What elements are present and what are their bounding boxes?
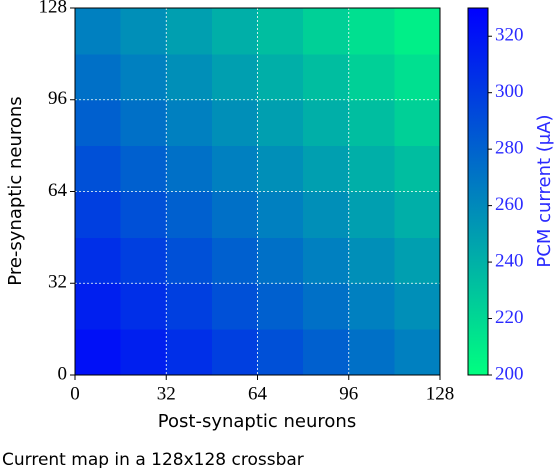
heatmap-cell xyxy=(75,283,122,330)
heatmap-cell xyxy=(166,99,213,147)
heatmap-cell xyxy=(166,145,213,192)
heatmap-cell xyxy=(75,99,122,147)
heatmap-cell xyxy=(303,191,350,238)
x-tick-label: 0 xyxy=(70,383,80,404)
y-tick-label: 96 xyxy=(48,88,67,109)
heatmap-cell xyxy=(348,237,395,284)
heatmap-cell xyxy=(75,145,122,192)
heatmap-cell xyxy=(303,145,350,192)
heatmap-cell xyxy=(303,99,350,147)
heatmap-cell xyxy=(348,191,395,238)
heatmap-cell xyxy=(75,329,122,376)
heatmap-cell xyxy=(303,237,350,284)
heatmap-cell xyxy=(166,191,213,238)
heatmap-cell xyxy=(257,191,304,238)
heatmap-cell xyxy=(120,8,167,55)
heatmap-cell xyxy=(257,99,304,147)
heatmap-cell xyxy=(211,145,258,192)
heatmap-cell xyxy=(211,329,258,376)
colorbar-tick-label: 300 xyxy=(495,81,524,102)
heatmap-cell xyxy=(394,283,441,330)
y-tick-label: 64 xyxy=(48,180,68,201)
heatmap-cell xyxy=(120,145,167,192)
heatmap-cell xyxy=(166,53,213,101)
x-tick-label: 32 xyxy=(157,383,176,404)
heatmap-cell xyxy=(75,8,122,55)
heatmap-cell xyxy=(348,8,395,55)
heatmap-cell xyxy=(348,329,395,376)
heatmap-cell xyxy=(348,145,395,192)
colorbar-tick-label: 280 xyxy=(495,138,524,159)
y-tick-label: 0 xyxy=(58,363,68,384)
heatmap-cell xyxy=(211,8,258,55)
y-axis-label: Pre-synaptic neurons xyxy=(5,96,26,285)
colorbar-tick-label: 200 xyxy=(495,363,524,384)
heatmap-cell xyxy=(348,99,395,147)
heatmap-cell xyxy=(394,237,441,284)
caption: Current map in a 128x128 crossbar xyxy=(2,450,304,468)
heatmap-cell xyxy=(166,329,213,376)
y-tick-label: 32 xyxy=(48,272,67,293)
colorbar-tick-label: 220 xyxy=(495,307,524,328)
heatmap-cell xyxy=(257,8,304,55)
colorbar xyxy=(467,7,489,376)
heatmap-cell xyxy=(257,53,304,101)
colorbar-label: PCM current (μA) xyxy=(534,114,555,267)
heatmap-cell xyxy=(120,99,167,147)
colorbar-tick-label: 320 xyxy=(495,25,524,46)
heatmap-cell xyxy=(394,53,441,101)
heatmap-cell xyxy=(257,237,304,284)
heatmap-cell xyxy=(394,329,441,376)
heatmap-cell xyxy=(394,8,441,55)
heatmap-cell xyxy=(303,8,350,55)
colorbar-tick-label: 260 xyxy=(495,194,524,215)
heatmap-cell xyxy=(211,237,258,284)
heatmap-cell xyxy=(348,53,395,101)
x-tick-label: 128 xyxy=(426,383,455,404)
heatmap-cell xyxy=(257,145,304,192)
heatmap-cell xyxy=(257,283,304,330)
heatmap-cell xyxy=(166,283,213,330)
heatmap-cell xyxy=(303,329,350,376)
heatmap-cell xyxy=(120,191,167,238)
heatmap-cell xyxy=(75,191,122,238)
heatmap-cell xyxy=(211,53,258,101)
heatmap-cell xyxy=(120,329,167,376)
heatmap-cell xyxy=(394,145,441,192)
heatmap-cell xyxy=(303,53,350,101)
heatmap-cell xyxy=(348,283,395,330)
heatmap-cell xyxy=(394,99,441,147)
heatmap-cell xyxy=(257,329,304,376)
heatmap-cell xyxy=(120,53,167,101)
heatmap-cell xyxy=(211,99,258,147)
x-tick-label: 96 xyxy=(339,383,358,404)
heatmap-cell xyxy=(120,237,167,284)
heatmap-cell xyxy=(75,237,122,284)
heatmap-cell xyxy=(394,191,441,238)
heatmap-cell xyxy=(75,53,122,101)
heatmap-cell xyxy=(303,283,350,330)
heatmap-cell xyxy=(211,283,258,330)
heatmap-cell xyxy=(166,237,213,284)
x-axis-label: Post-synaptic neurons xyxy=(158,411,356,432)
heatmap-cell xyxy=(211,191,258,238)
heatmap-cell xyxy=(166,8,213,55)
y-tick-label: 128 xyxy=(39,0,68,17)
x-tick-label: 64 xyxy=(248,383,268,404)
plot-frame xyxy=(74,7,441,376)
heatmap-cell xyxy=(120,283,167,330)
colorbar-tick-label: 240 xyxy=(495,250,524,271)
